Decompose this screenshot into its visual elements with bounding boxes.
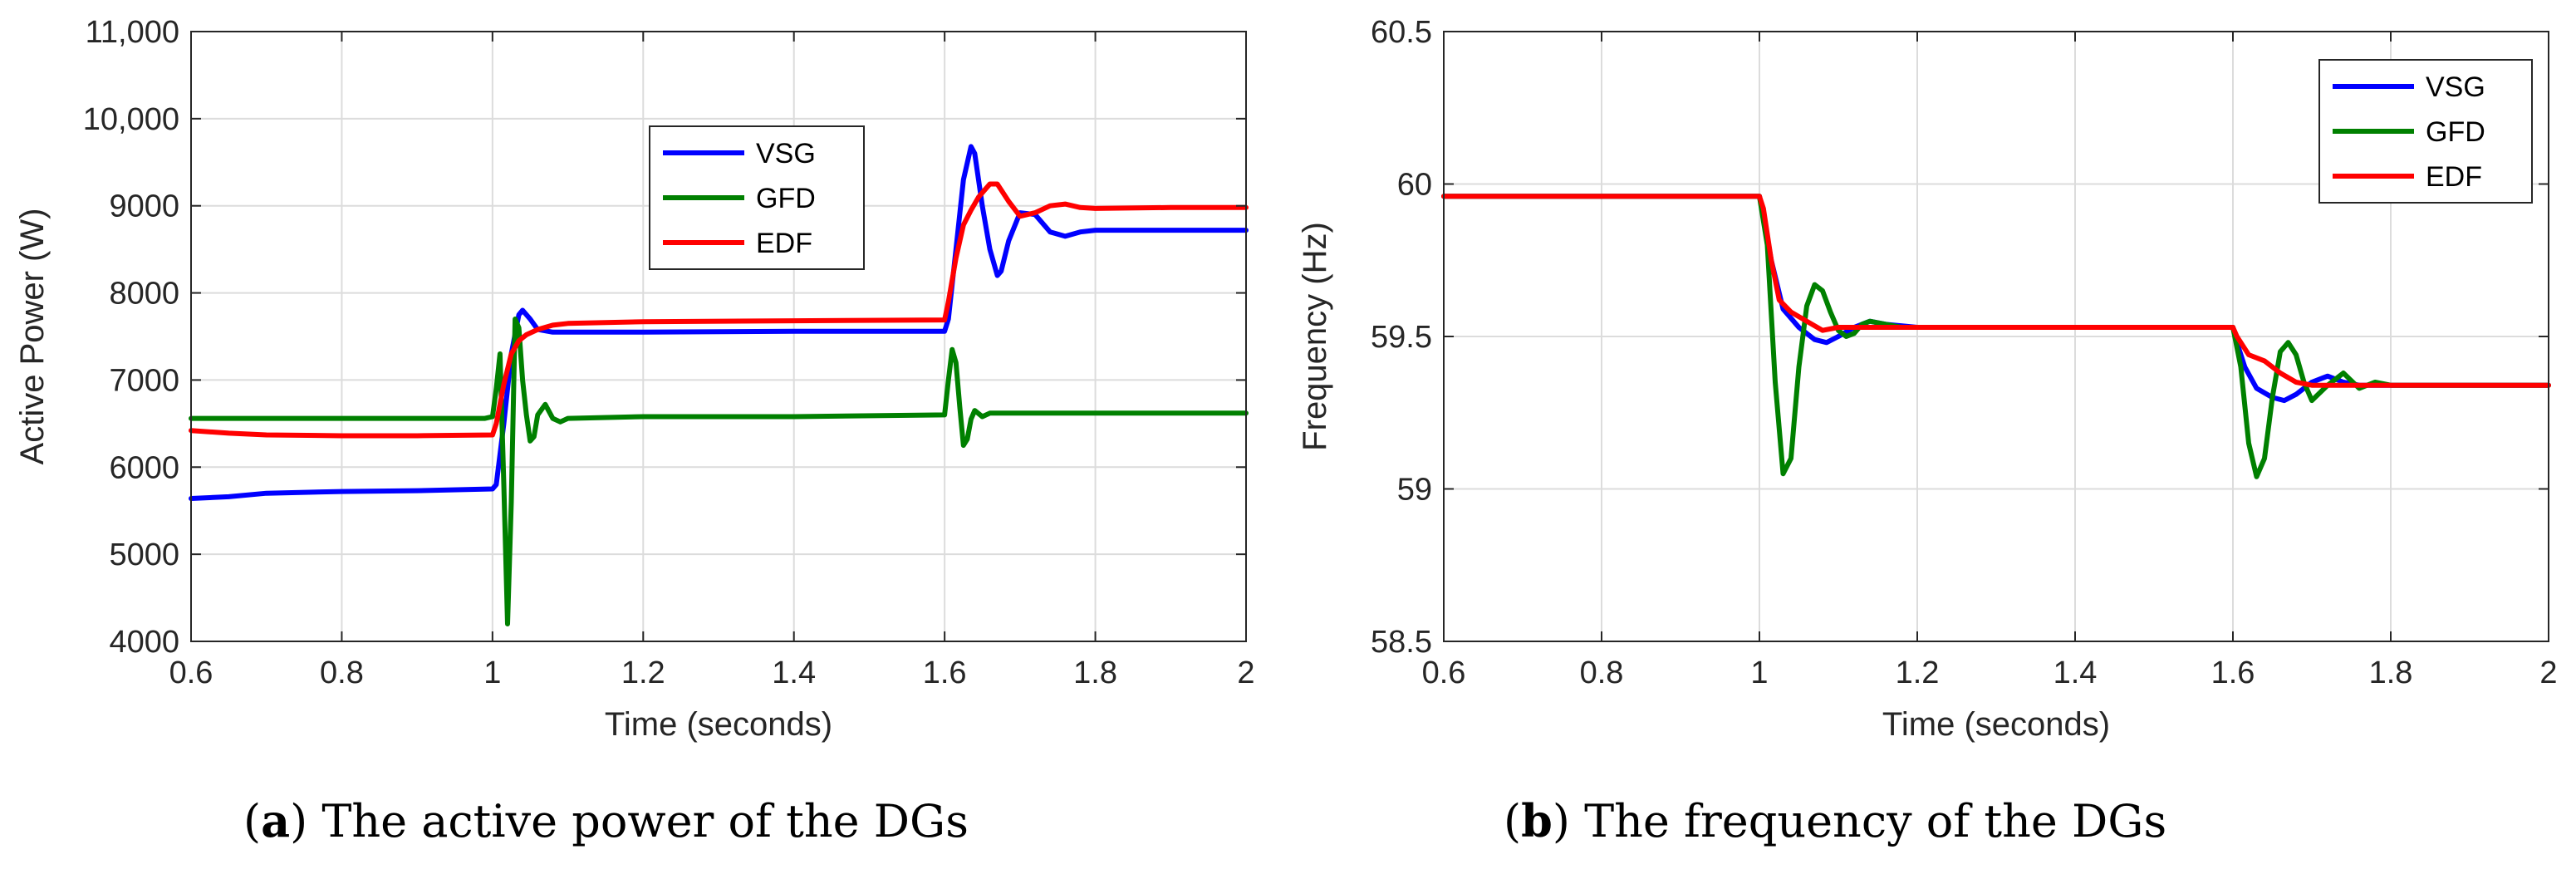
pa-xtick-label-1: 0.8 <box>320 656 364 690</box>
pa-xtick-label-7: 2 <box>1237 656 1254 690</box>
pb-xlabel: Time (seconds) <box>1882 706 2110 743</box>
pb-series-edf <box>1441 194 2551 388</box>
caption-a: (a) The active power of the DGs <box>243 794 969 847</box>
pa-series-gfd <box>189 317 1249 626</box>
pa-xtick-label-0: 0.6 <box>169 656 213 690</box>
pa-ylabel: Active Power (W) <box>14 209 51 465</box>
pa-legend-label-gfd: GFD <box>756 183 816 214</box>
pb-ytick-label-1: 59 <box>1397 473 1432 508</box>
panel-a-chart: 0.6 0.8 1 1.2 1.4 1.6 1.8 2 4000 5000 6000 7000 8000… <box>14 15 1255 743</box>
pa-ytick-label-4: 8000 <box>109 277 179 312</box>
caption-b-label: b <box>1521 794 1553 847</box>
pa-xtick-label-3: 1.2 <box>621 656 665 690</box>
pb-xtick-label-2: 1 <box>1750 656 1768 690</box>
caption-b-text: The frequency of the DGs <box>1584 795 2166 847</box>
pa-ytick-label-5: 9000 <box>109 189 179 224</box>
pb-ytick-label-2: 59.5 <box>1371 320 1432 355</box>
pb-legend-label-gfd: GFD <box>2426 116 2485 148</box>
panel-b-chart: 0.6 0.8 1 1.2 1.4 1.6 1.8 2 58.5 59 59.5 60 60.5 Time… <box>1297 15 2558 743</box>
pa-xtick-label-5: 1.6 <box>923 656 967 690</box>
caption-b: (b) The frequency of the DGs <box>1504 794 2166 847</box>
pb-xtick-label-7: 2 <box>2539 656 2557 690</box>
pa-series-vsg <box>189 144 1249 501</box>
pa-series-edf <box>189 181 1249 439</box>
pb-ytick-label-4: 60.5 <box>1371 15 1432 50</box>
pb-ylabel: Frequency (Hz) <box>1297 222 1333 451</box>
pb-xtick-label-4: 1.4 <box>2053 656 2098 690</box>
pa-xtick-label-2: 1 <box>483 656 501 690</box>
pa-plot-area <box>191 32 1246 641</box>
pa-ytick-label-1: 5000 <box>109 538 179 572</box>
pa-legend-label-edf: EDF <box>756 228 812 259</box>
pb-ytick-label-3: 60 <box>1397 168 1432 203</box>
pa-ytick-label-7: 11,000 <box>86 15 179 50</box>
pa-legend-label-vsg: VSG <box>756 138 816 169</box>
pb-xtick-label-6: 1.8 <box>2369 656 2413 690</box>
pb-xtick-label-3: 1.2 <box>1896 656 1940 690</box>
caption-a-label: a <box>261 794 290 847</box>
pb-ytick-label-0: 58.5 <box>1371 625 1432 660</box>
pb-legend-label-vsg: VSG <box>2426 71 2485 103</box>
caption-a-text: The active power of the DGs <box>321 795 969 847</box>
pb-legend-label-edf: EDF <box>2426 161 2482 193</box>
pb-xtick-label-5: 1.6 <box>2211 656 2255 690</box>
pa-ytick-label-2: 6000 <box>109 450 179 485</box>
pb-xtick-label-0: 0.6 <box>1422 656 1466 690</box>
pa-ytick-label-6: 10,000 <box>83 102 179 137</box>
pb-xtick-label-1: 0.8 <box>1580 656 1624 690</box>
pa-xlabel: Time (seconds) <box>605 706 832 743</box>
pa-axes-frame <box>190 31 1247 642</box>
pa-ytick-label-0: 4000 <box>109 625 179 660</box>
pa-xtick-label-4: 1.4 <box>772 656 816 690</box>
pa-xtick-label-6: 1.8 <box>1073 656 1117 690</box>
pa-ytick-label-3: 7000 <box>109 363 179 398</box>
